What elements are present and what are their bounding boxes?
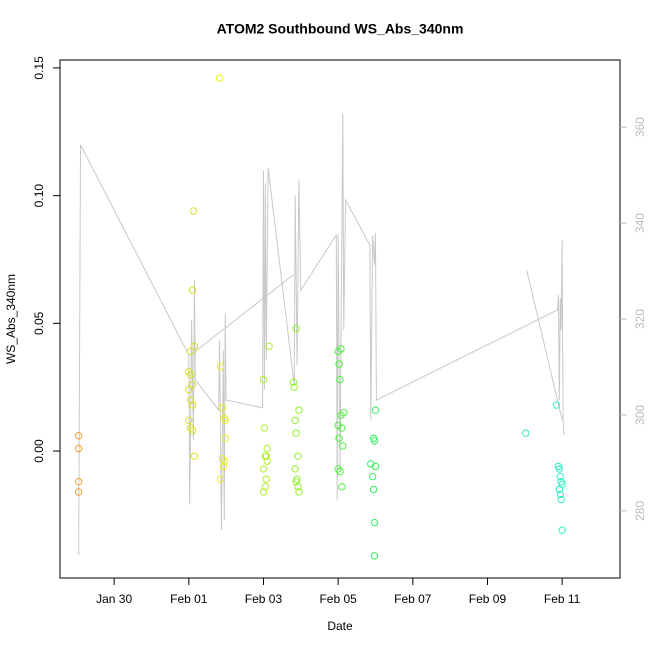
point: [188, 401, 197, 409]
y-axis-label: WS_Abs_340nm: [4, 274, 18, 364]
point: [295, 406, 303, 414]
point: [337, 345, 345, 353]
point: [294, 452, 302, 460]
point: [265, 342, 273, 351]
point: [186, 396, 195, 404]
point: [335, 360, 343, 368]
x-tick-label: Feb 03: [245, 592, 283, 606]
y-tick-label: 0.05: [32, 311, 46, 335]
y2-tick-label: 320: [633, 309, 647, 329]
point: [556, 490, 564, 499]
point: [190, 342, 199, 351]
point: [292, 429, 300, 437]
x-tick-label: Feb 11: [544, 592, 581, 606]
point: [186, 370, 195, 379]
point: [336, 375, 344, 384]
point: [216, 363, 225, 371]
point: [370, 552, 379, 560]
point: [188, 286, 197, 294]
point: [294, 483, 302, 491]
point: [74, 488, 83, 496]
point: [370, 518, 379, 527]
point: [185, 386, 193, 394]
point: [218, 403, 227, 412]
point: [368, 472, 377, 481]
point: [556, 472, 564, 481]
point: [522, 429, 530, 437]
point: [334, 421, 342, 430]
y-tick-label: 0.00: [32, 439, 46, 463]
point: [339, 442, 347, 450]
point: [371, 462, 380, 471]
point: [555, 465, 564, 473]
y2-tick-label: 300: [633, 405, 647, 425]
point: [338, 424, 346, 432]
point: [186, 347, 195, 356]
point: [189, 207, 198, 215]
point: [221, 416, 229, 425]
x-axis-label: Date: [327, 619, 353, 633]
point: [336, 467, 344, 476]
point: [259, 488, 268, 496]
point: [291, 465, 299, 473]
point: [219, 462, 228, 471]
point: [292, 324, 300, 333]
point: [552, 401, 561, 409]
x-tick-label: Feb 07: [394, 592, 432, 606]
point: [295, 488, 303, 496]
point: [289, 378, 298, 386]
point: [188, 426, 197, 435]
point: [290, 383, 298, 391]
point: [74, 432, 83, 440]
y-tick-label: 0.10: [32, 184, 46, 208]
point: [369, 485, 378, 494]
point: [220, 457, 228, 465]
point: [338, 483, 346, 491]
y2-tick-label: 340: [633, 213, 647, 233]
point: [335, 434, 343, 442]
chart-title: ATOM2 Southbound WS_Abs_340nm: [217, 21, 464, 37]
line: [78, 113, 565, 555]
point: [74, 444, 83, 453]
point: [558, 526, 566, 534]
point: [262, 475, 270, 483]
y2-tick-label: 280: [633, 501, 647, 521]
point: [291, 416, 299, 425]
point: [263, 444, 271, 453]
y-tick-label: 0.15: [32, 56, 46, 80]
x-tick-label: Feb 01: [170, 592, 208, 606]
point: [555, 485, 564, 494]
point: [262, 452, 270, 460]
point: [260, 424, 269, 432]
point: [221, 434, 229, 442]
point: [292, 478, 300, 486]
point: [259, 375, 268, 384]
point: [370, 437, 379, 445]
point: [215, 74, 224, 82]
y2-tick-label: 360: [633, 117, 647, 137]
point: [371, 406, 380, 414]
point: [261, 483, 270, 491]
point: [337, 411, 345, 419]
point: [259, 465, 268, 473]
point: [185, 416, 193, 425]
point: [216, 475, 225, 483]
point: [263, 457, 271, 465]
x-tick-label: Feb 09: [469, 592, 507, 606]
point: [190, 452, 199, 460]
point: [188, 380, 197, 389]
x-tick-label: Jan 30: [96, 592, 132, 606]
point: [74, 478, 83, 486]
x-tick-label: Feb 05: [319, 592, 357, 606]
point: [557, 495, 565, 504]
